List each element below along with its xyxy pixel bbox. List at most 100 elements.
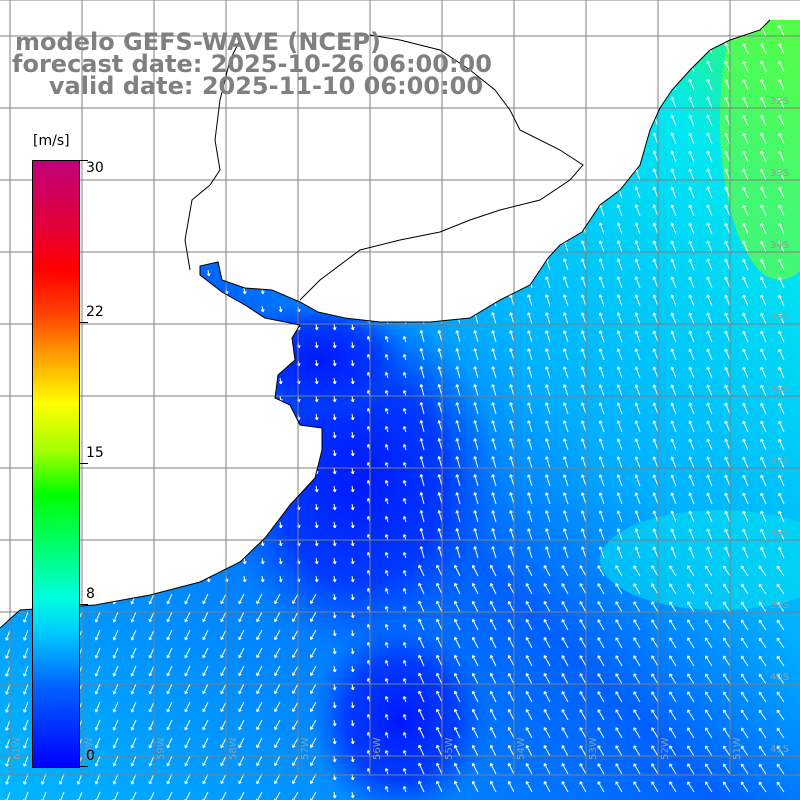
wind-arrow-icon	[418, 780, 425, 793]
wind-arrow-icon	[634, 204, 641, 217]
wind-arrow-icon	[706, 258, 713, 271]
wind-arrow-icon	[332, 503, 337, 511]
wind-arrow-icon	[760, 60, 767, 73]
wind-arrow-icon	[130, 773, 137, 785]
wind-arrow-icon	[350, 701, 355, 709]
wind-arrow-icon	[545, 420, 551, 433]
wind-arrow-icon	[332, 791, 337, 799]
wind-arrow-icon	[724, 546, 731, 559]
wind-arrow-icon	[332, 647, 337, 655]
wind-arrow-icon	[652, 312, 659, 325]
wind-arrow-icon	[705, 601, 713, 613]
wind-arrow-icon	[274, 755, 281, 767]
wind-arrow-icon	[742, 204, 749, 217]
wind-arrow-icon	[453, 582, 461, 595]
wind-arrow-icon	[437, 366, 443, 379]
wind-arrow-icon	[758, 655, 767, 667]
wind-arrow-icon	[687, 619, 695, 631]
wind-arrow-icon	[94, 773, 101, 785]
wind-arrow-icon	[402, 497, 407, 505]
wind-arrow-icon	[724, 240, 731, 253]
wind-arrow-icon	[202, 683, 209, 695]
wind-arrow-icon	[776, 655, 785, 667]
wind-arrow-icon	[166, 629, 173, 641]
wind-arrow-icon	[742, 366, 749, 379]
wind-arrow-icon	[722, 637, 731, 649]
wind-arrow-icon	[220, 773, 227, 785]
wind-arrow-icon	[687, 781, 695, 793]
wind-arrow-icon	[688, 132, 695, 145]
wind-arrow-icon	[543, 565, 551, 577]
wind-arrow-icon	[706, 546, 713, 559]
wind-arrow-icon	[579, 781, 587, 793]
wind-arrow-icon	[419, 510, 425, 523]
wind-arrow-icon	[758, 727, 767, 739]
colorbar-tick-label: 22	[86, 303, 104, 320]
wind-arrow-icon	[202, 593, 209, 605]
wind-arrow-icon	[652, 258, 659, 271]
wind-arrow-icon	[722, 709, 731, 721]
wind-arrow-icon	[418, 564, 425, 577]
wind-arrow-icon	[491, 510, 497, 523]
wind-arrow-icon	[687, 655, 695, 667]
wind-arrow-icon	[384, 677, 389, 685]
wind-arrow-icon	[184, 611, 191, 623]
wind-arrow-icon	[778, 384, 785, 397]
wind-arrow-icon	[580, 420, 587, 433]
wind-arrow-icon	[314, 359, 319, 367]
wind-arrow-icon	[471, 636, 479, 649]
wind-arrow-icon	[616, 312, 623, 325]
wind-arrow-icon	[384, 335, 389, 343]
wind-arrow-icon	[652, 528, 659, 541]
lon-label: 53W	[588, 737, 599, 760]
wind-arrow-icon	[634, 438, 641, 451]
wind-arrow-icon	[543, 727, 551, 739]
wind-arrow-icon	[740, 637, 749, 649]
wind-arrow-icon	[350, 449, 355, 457]
wind-arrow-icon	[651, 565, 659, 577]
wind-arrow-icon	[527, 456, 533, 469]
wind-arrow-icon	[473, 492, 479, 505]
wind-arrow-icon	[332, 467, 337, 475]
wind-arrow-icon	[706, 114, 713, 127]
wind-arrow-icon	[579, 691, 587, 703]
wind-arrow-icon	[419, 438, 425, 451]
wind-arrow-icon	[580, 528, 587, 541]
wind-arrow-icon	[527, 330, 533, 343]
wind-arrow-icon	[633, 601, 641, 613]
wind-arrow-icon	[292, 773, 299, 785]
wind-arrow-icon	[724, 114, 731, 127]
wind-arrow-icon	[130, 611, 137, 623]
wind-arrow-icon	[778, 60, 785, 73]
wind-arrow-icon	[292, 755, 299, 767]
wind-arrow-icon	[309, 647, 317, 659]
wind-arrow-icon	[94, 755, 101, 767]
lat-label: 35S	[770, 312, 789, 323]
wind-arrow-icon	[543, 745, 551, 757]
wind-arrow-icon	[473, 330, 479, 343]
wind-arrow-icon	[166, 665, 173, 677]
wind-arrow-icon	[350, 521, 355, 529]
wind-arrow-icon	[455, 492, 461, 505]
wind-arrow-icon	[419, 420, 425, 433]
wind-arrow-icon	[579, 583, 587, 595]
wind-arrow-icon	[670, 456, 677, 469]
wind-arrow-icon	[722, 727, 731, 739]
wind-arrow-icon	[597, 745, 605, 757]
wind-arrow-icon	[615, 763, 623, 775]
wind-arrow-icon	[309, 665, 317, 677]
colorbar-tick	[80, 321, 88, 323]
wind-arrow-icon	[688, 258, 695, 271]
wind-arrow-icon	[670, 546, 677, 559]
wind-arrow-icon	[724, 168, 731, 181]
wind-arrow-icon	[652, 276, 659, 289]
wind-arrow-icon	[130, 647, 137, 659]
wind-arrow-icon	[670, 474, 677, 487]
wind-arrow-icon	[598, 492, 605, 505]
wind-arrow-icon	[598, 474, 605, 487]
wind-arrow-icon	[455, 348, 461, 361]
wind-arrow-icon	[760, 348, 767, 361]
wind-arrow-icon	[418, 744, 425, 757]
wind-arrow-icon	[473, 402, 479, 415]
wind-arrow-icon	[742, 276, 749, 289]
